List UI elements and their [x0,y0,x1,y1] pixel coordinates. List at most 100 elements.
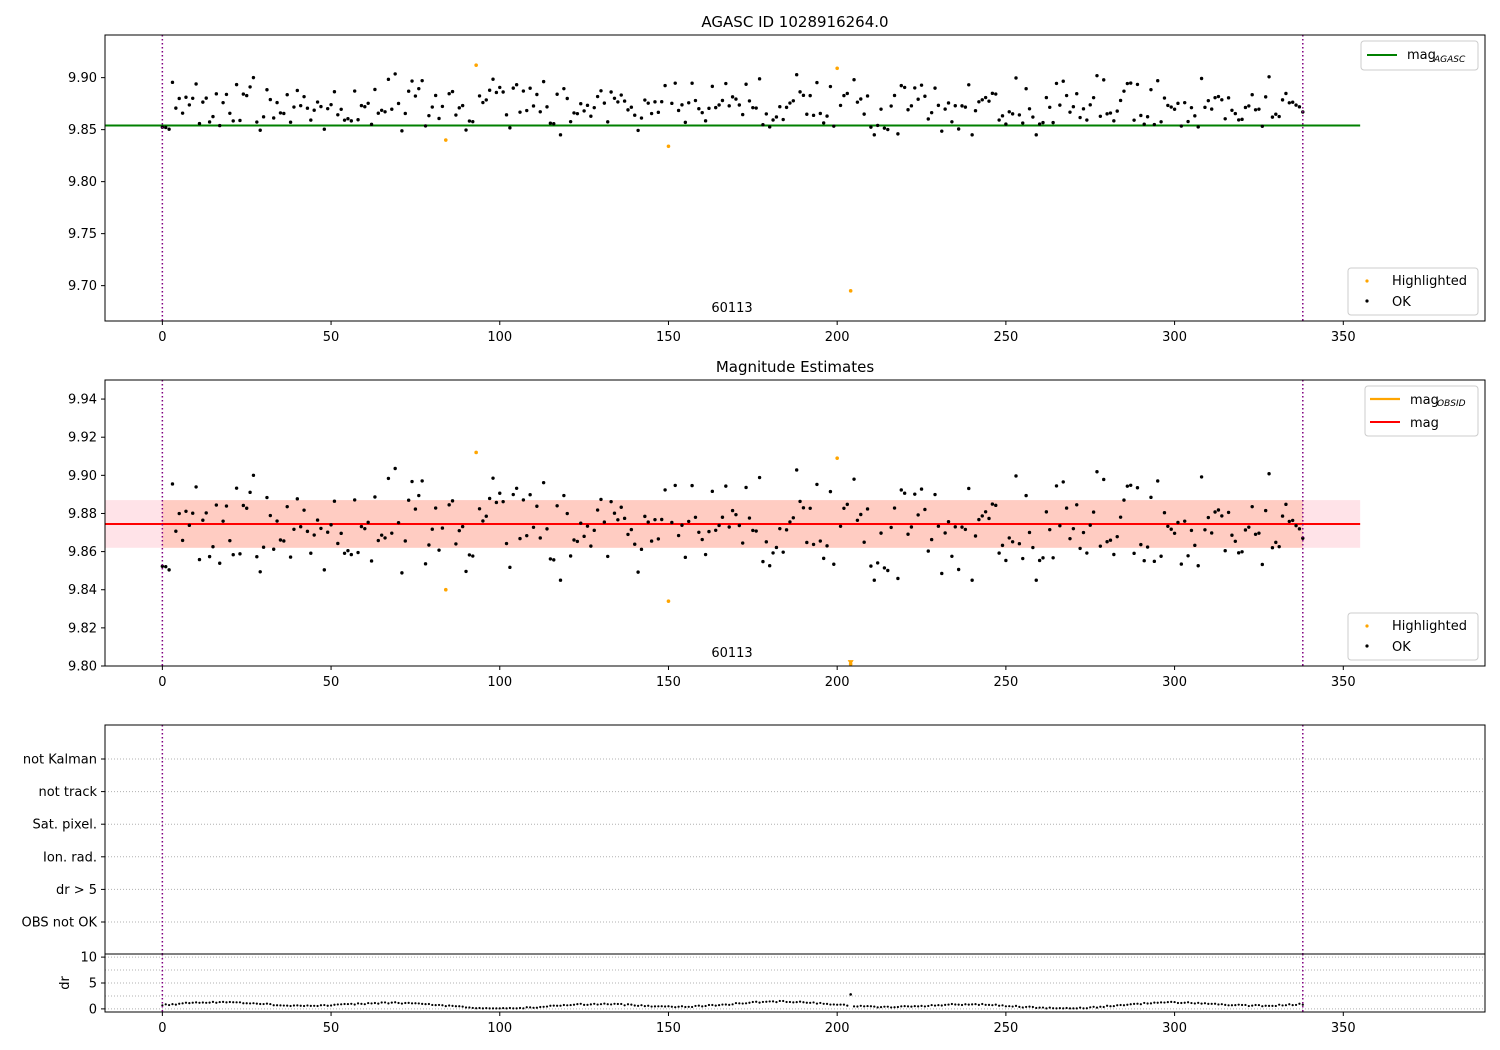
ok-point [180,538,185,543]
dr-point [1237,1003,1240,1006]
ok-point [720,98,725,103]
ok-point [990,91,995,96]
ok-point [892,93,897,98]
dr-point [947,1003,950,1006]
ok-point [201,518,205,522]
dr-point [775,1000,778,1004]
ok-point [956,567,961,572]
dr-point [1126,1003,1129,1006]
ok-point [319,104,323,109]
ok-point [774,545,779,550]
ok-point [373,495,377,499]
ok-point [629,527,634,532]
ok-point [379,108,384,112]
dr-point [852,1005,856,1008]
ok-point [467,553,472,557]
ok-point [1263,508,1268,513]
dr-point [771,1000,775,1003]
ok-point [869,125,873,129]
y-tick-label: 9.94 [68,393,97,408]
ok-point [926,117,930,121]
ok-point [518,110,522,114]
dr-point [1041,1006,1045,1009]
ok-point [660,517,664,522]
ok-point [477,507,482,511]
ok-point [511,86,515,90]
ok-point [1206,515,1211,520]
ok-point [1280,514,1285,518]
ok-point [332,90,337,94]
dr-point [610,1003,613,1006]
ok-point [811,113,816,118]
ok-point [514,486,519,490]
ok-point [1075,503,1079,507]
ok-point [1156,79,1160,83]
dr-point [846,1004,849,1007]
ok-point [572,111,576,115]
ok-point [879,531,883,535]
ok-point [1085,118,1089,122]
dr-point [286,1004,289,1007]
ok-point [332,499,337,503]
dr-point [680,1005,684,1008]
x-tick-label: 50 [323,675,340,690]
ok-point [899,83,903,88]
ok-point [363,105,367,109]
ok-point [440,526,445,530]
ok-point [241,503,246,508]
ok-point [582,109,586,113]
dr-point [559,1004,562,1007]
ok-point [602,101,607,105]
dr-point [809,1001,812,1004]
ok-point [784,105,789,110]
ok-point [1102,477,1106,482]
dr-point [1116,1004,1119,1007]
ok-point [1179,124,1184,128]
ok-point [1085,551,1089,555]
dr-point [316,1004,319,1008]
ok-point [1162,511,1167,515]
ok-point [207,554,212,559]
ok-point [427,543,431,547]
ok-point [1172,107,1177,111]
x-tick-label: 200 [825,1021,850,1036]
dr-axis-label: dr [58,976,73,990]
ok-point [1004,122,1008,126]
legend-swatch-ok [1365,299,1369,303]
ok-point [1125,81,1130,86]
dr-point [367,1001,370,1005]
ok-point [801,506,806,510]
ok-point [818,539,823,543]
dr-point [248,1002,252,1005]
x-tick-label: 150 [656,330,681,345]
dr-point [950,1002,953,1006]
ok-point [1152,559,1157,564]
dr-point [336,1003,339,1006]
ok-point [1263,95,1268,99]
dr-point [954,1003,957,1006]
ok-point [1108,111,1113,115]
dr-point [1008,1005,1011,1008]
ok-point [585,524,590,528]
magnitude-panel: Magnitude Estimates 0 50 100 150 200 250 300 35… [68,358,1486,690]
obsid-label-magnitude: 60113 [711,646,752,661]
ok-point [410,79,414,83]
ok-point [305,106,310,110]
ok-point [1044,510,1049,514]
ok-point [393,466,397,471]
ok-point [359,524,364,529]
ok-point [1274,112,1278,116]
dr-point [964,1003,967,1006]
magnitude-points [160,450,1305,666]
ok-point [251,75,256,80]
ok-point [778,105,782,109]
dr-point [981,1002,984,1006]
dr-point [930,1003,933,1007]
ok-point [1125,484,1130,488]
ok-point [923,507,927,512]
ok-point [383,110,387,114]
ok-point [315,100,320,104]
ok-point [751,528,755,533]
ok-point [1071,526,1076,531]
legend-label-ok: OK [1392,295,1411,310]
